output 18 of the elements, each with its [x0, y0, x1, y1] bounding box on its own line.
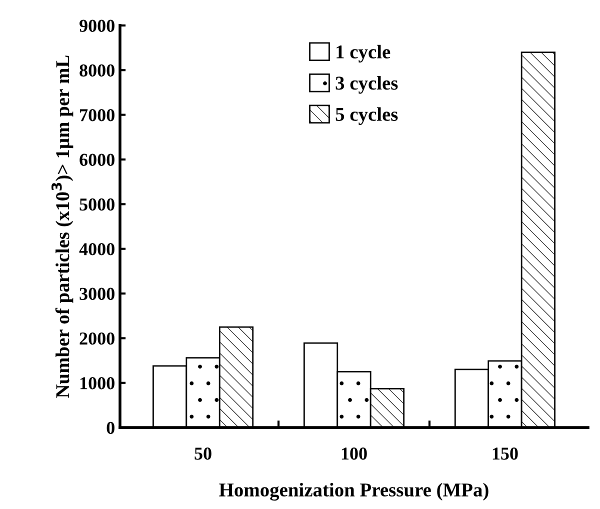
y-tick-label: 0 — [106, 422, 114, 434]
y-tick-label: 2000 — [80, 332, 114, 345]
y-tick-label: 4000 — [79, 243, 114, 256]
y-tick-label: 3000 — [80, 288, 114, 300]
y-tick-label: 7000 — [80, 109, 114, 122]
y-tick-label: 9000 — [80, 20, 114, 32]
y-tick-label: 6000 — [80, 154, 114, 166]
legend-label: 5 cycles — [336, 107, 398, 125]
y-tick-label: 8000 — [80, 64, 114, 77]
x-axis-title: Homogenization Pressure (MPa) — [219, 482, 488, 501]
y-tick-label: 5000 — [80, 198, 114, 211]
y-axis-title: Number of particles (x10$^{3}$)> 1µm per mL — [52, 56, 74, 398]
x-tick-label: 50 — [194, 448, 212, 460]
x-tick-label: 150 — [492, 448, 518, 460]
x-tick-label: 100 — [342, 448, 367, 460]
y-tick-label: 1000 — [80, 377, 114, 390]
legend-label: 3 cycles — [336, 76, 398, 94]
legend-label: 1 cycle — [336, 44, 390, 63]
